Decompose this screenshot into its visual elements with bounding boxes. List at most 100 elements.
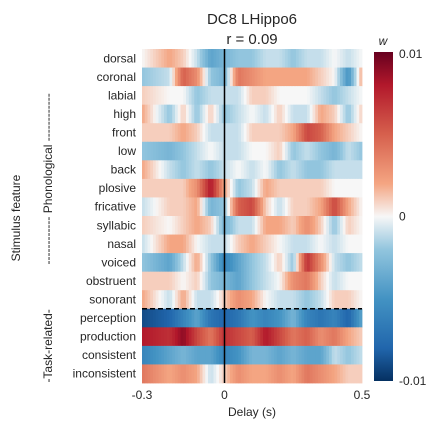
heatmap-cell: [144, 290, 148, 310]
heatmap-cell: [166, 141, 170, 161]
heatmap-cell: [285, 327, 289, 347]
heatmap-cell: [166, 104, 170, 124]
heatmap-cell: [158, 178, 162, 198]
heatmap-cell: [210, 290, 214, 310]
heatmap-cell: [309, 86, 313, 106]
heatmap-cell: [216, 197, 220, 217]
heatmap-cell: [202, 178, 206, 198]
heatmap-cell: [254, 104, 258, 124]
heatmap-cell: [334, 364, 338, 384]
heatmap-cell: [285, 364, 289, 384]
heatmap-cell: [243, 271, 247, 291]
heatmap-cell: [293, 290, 297, 310]
heatmap-cell: [197, 197, 201, 217]
heatmap-cell: [274, 234, 278, 254]
heatmap-cell: [296, 123, 300, 143]
heatmap-cell: [180, 178, 184, 198]
heatmap-cell: [210, 253, 214, 273]
heatmap-cell: [166, 234, 170, 254]
heatmap-cell: [169, 197, 173, 217]
heatmap-cell: [216, 123, 220, 143]
heatmap-cell: [202, 86, 206, 106]
heatmap-cell: [153, 290, 157, 310]
heatmap-cell: [282, 178, 286, 198]
heatmap-cell: [180, 123, 184, 143]
heatmap-cell: [263, 308, 267, 328]
heatmap-cell: [274, 253, 278, 273]
heatmap-cell: [359, 271, 363, 291]
heatmap-cell: [194, 197, 198, 217]
heatmap-cell: [158, 86, 162, 106]
heatmap-cell: [353, 123, 357, 143]
heatmap-cell: [260, 123, 264, 143]
heatmap-cell: [224, 197, 228, 217]
heatmap-cell: [342, 234, 346, 254]
heatmap-cell: [257, 104, 261, 124]
heatmap-cell: [252, 234, 256, 254]
heatmap-cell: [257, 271, 261, 291]
heatmap-cell: [161, 160, 165, 180]
heatmap-cell: [274, 160, 278, 180]
heatmap-cell: [180, 104, 184, 124]
heatmap-cell: [274, 290, 278, 310]
heatmap-cell: [309, 104, 313, 124]
heatmap-cell: [296, 197, 300, 217]
heatmap-cell: [257, 253, 261, 273]
row-label-high: high: [113, 107, 136, 121]
heatmap-cell: [232, 234, 236, 254]
heatmap-cell: [331, 160, 335, 180]
heatmap-cell: [175, 234, 179, 254]
heatmap-cell: [205, 271, 209, 291]
heatmap-cell: [194, 104, 198, 124]
heatmap-cell: [147, 253, 151, 273]
heatmap-cell: [293, 327, 297, 347]
heatmap-cell: [221, 104, 225, 124]
heatmap-cell: [318, 345, 322, 365]
heatmap-cell: [199, 308, 203, 328]
heatmap-cell: [287, 160, 291, 180]
heatmap-cell: [202, 345, 206, 365]
heatmap-cell: [144, 178, 148, 198]
heatmap-cell: [241, 234, 245, 254]
heatmap-cell: [246, 216, 250, 235]
heatmap-cell: [307, 216, 311, 235]
x-axis-ticks: -0.3 0 0.5: [132, 388, 371, 402]
heatmap-cell: [227, 216, 231, 235]
heatmap-cell: [276, 104, 280, 124]
heatmap-cell: [331, 141, 335, 161]
heatmap-cell: [164, 104, 168, 124]
heatmap-cell: [304, 178, 308, 198]
heatmap-cell: [287, 308, 291, 328]
heatmap-cell: [260, 327, 264, 347]
heatmap-cell: [169, 271, 173, 291]
heatmap-cell: [265, 216, 269, 235]
heatmap-cell: [188, 123, 192, 143]
heatmap-cell: [254, 86, 258, 106]
heatmap-cell: [293, 197, 297, 217]
heatmap-cell: [318, 308, 322, 328]
heatmap-cell: [318, 49, 322, 68]
heatmap-cell: [197, 327, 201, 347]
heatmap-cell: [271, 308, 275, 328]
heatmap-cell: [320, 253, 324, 273]
heatmap-cell: [315, 327, 319, 347]
heatmap-cell: [153, 178, 157, 198]
heatmap-cell: [155, 216, 159, 235]
heatmap-cell: [331, 345, 335, 365]
heatmap-cell: [359, 216, 363, 235]
heatmap-cell: [144, 308, 148, 328]
heatmap-cell: [279, 123, 283, 143]
heatmap-cell: [243, 67, 247, 87]
heatmap-cell: [232, 67, 236, 87]
heatmap-cell: [191, 216, 195, 235]
heatmap-cell: [323, 197, 327, 217]
heatmap-cell: [342, 364, 346, 384]
heatmap-cell: [249, 327, 253, 347]
heatmap-cell: [210, 141, 214, 161]
heatmap-cell: [191, 253, 195, 273]
heatmap-cell: [241, 178, 245, 198]
heatmap-cell: [351, 234, 355, 254]
heatmap-cell: [175, 67, 179, 87]
heatmap-cell: [307, 197, 311, 217]
heatmap-cell: [323, 160, 327, 180]
